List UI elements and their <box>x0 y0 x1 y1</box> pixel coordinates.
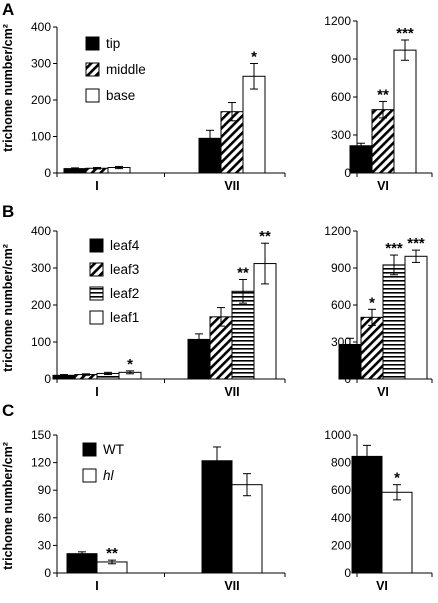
significance-label: * <box>394 470 400 487</box>
y-tick-label: 300 <box>331 128 351 142</box>
chart-c-left: 0 30 60 90 120 150 I ** VII WT hl <box>31 428 285 593</box>
bar <box>350 146 372 173</box>
y-tick-label: 30 <box>38 538 52 552</box>
y-axis-label-c: trichome number/cm² <box>1 442 15 570</box>
panel-label-c: C <box>2 401 14 420</box>
legend-swatch <box>90 311 103 324</box>
y-tick-label: 90 <box>38 483 52 497</box>
chart-b-left: 0100200300400I*VII****leaf4leaf3leaf2lea… <box>31 224 285 399</box>
y-tick-label: 900 <box>331 261 351 275</box>
y-tick-label: 600 <box>331 298 351 312</box>
y-tick-label: 400 <box>331 511 351 525</box>
category-label: VI <box>377 385 389 399</box>
y-tick-label: 60 <box>38 511 52 525</box>
bar <box>232 485 262 573</box>
significance-label: *** <box>407 235 425 252</box>
legend: tip middle base <box>86 36 146 103</box>
legend-swatch <box>83 443 96 456</box>
significance-label: *** <box>396 25 414 42</box>
y-tick-label: 300 <box>31 261 51 275</box>
bar <box>382 492 412 573</box>
y-axis-label-a: trichome number/cm² <box>1 24 15 152</box>
legend-label: base <box>106 88 135 103</box>
significance-label: * <box>127 356 133 373</box>
legend-label: WT <box>103 442 124 457</box>
legend-swatch <box>86 89 99 102</box>
chart-c-right: 0 200 400 600 800 1000 VI * <box>324 428 432 593</box>
category-label: I <box>95 385 98 399</box>
legend-swatch <box>86 63 99 76</box>
bar <box>352 456 382 573</box>
significance-label: ** <box>237 264 249 281</box>
legend-label: leaf1 <box>110 310 139 325</box>
y-tick-label: 400 <box>31 20 51 34</box>
y-tick-label: 900 <box>331 52 351 66</box>
bar <box>67 554 97 573</box>
bar <box>232 291 254 379</box>
y-tick-label: 1200 <box>324 224 351 238</box>
y-tick-label: 0 <box>44 566 51 580</box>
legend: WT hl <box>83 442 124 483</box>
legend-swatch <box>83 469 96 482</box>
y-tick-label: 120 <box>31 456 51 470</box>
y-tick-label: 100 <box>31 335 51 349</box>
bar <box>372 110 394 173</box>
significance-label: * <box>251 49 257 66</box>
legend-swatch <box>90 287 103 300</box>
y-tick-label: 0 <box>44 166 51 180</box>
y-tick-label: 600 <box>331 90 351 104</box>
significance-label: * <box>369 294 375 311</box>
bar <box>394 50 416 173</box>
legend-label: leaf2 <box>110 286 139 301</box>
y-tick-label: 1200 <box>324 14 351 28</box>
y-tick-label: 200 <box>31 298 51 312</box>
bar <box>383 265 405 379</box>
legend-label: hl <box>103 468 115 483</box>
y-tick-label: 400 <box>31 224 51 238</box>
category-label: VII <box>224 179 239 193</box>
y-tick-label: 150 <box>31 428 51 442</box>
significance-label: ** <box>259 228 271 245</box>
legend-swatch <box>90 239 103 252</box>
y-tick-label: 100 <box>31 130 51 144</box>
legend-swatch <box>86 37 99 50</box>
panel-label-a: A <box>2 0 14 19</box>
chart-a-left: 0 100 200 300 400 I VII * tip middle base <box>31 20 285 193</box>
significance-label: *** <box>385 240 403 257</box>
y-tick-label: 600 <box>331 483 351 497</box>
category-label: I <box>95 179 98 193</box>
legend-label: middle <box>106 62 146 77</box>
category-label: VI <box>377 179 389 193</box>
y-tick-label: 1000 <box>324 428 351 442</box>
legend: leaf4 leaf3 leaf2 leaf1 <box>90 238 140 325</box>
panel-label-b: B <box>2 202 14 221</box>
bar <box>202 461 232 573</box>
bar <box>405 256 427 379</box>
category-label: VI <box>376 579 388 593</box>
category-label: VII <box>224 385 239 399</box>
category-label: VII <box>224 579 239 593</box>
y-tick-label: 800 <box>331 456 351 470</box>
legend-label: tip <box>106 36 120 51</box>
legend-label: leaf3 <box>110 262 139 277</box>
significance-label: ** <box>377 86 389 103</box>
y-tick-label: 0 <box>344 566 351 580</box>
y-tick-label: 200 <box>331 538 351 552</box>
category-label: I <box>95 579 98 593</box>
y-tick-label: 300 <box>31 57 51 71</box>
bar <box>243 76 265 173</box>
y-axis-label-b: trichome number/cm² <box>1 244 15 372</box>
y-tick-label: 200 <box>31 93 51 107</box>
bar <box>361 317 383 379</box>
legend-swatch <box>90 263 103 276</box>
y-tick-label: 0 <box>44 372 51 386</box>
legend-label: leaf4 <box>110 238 140 253</box>
significance-label: ** <box>106 545 118 562</box>
